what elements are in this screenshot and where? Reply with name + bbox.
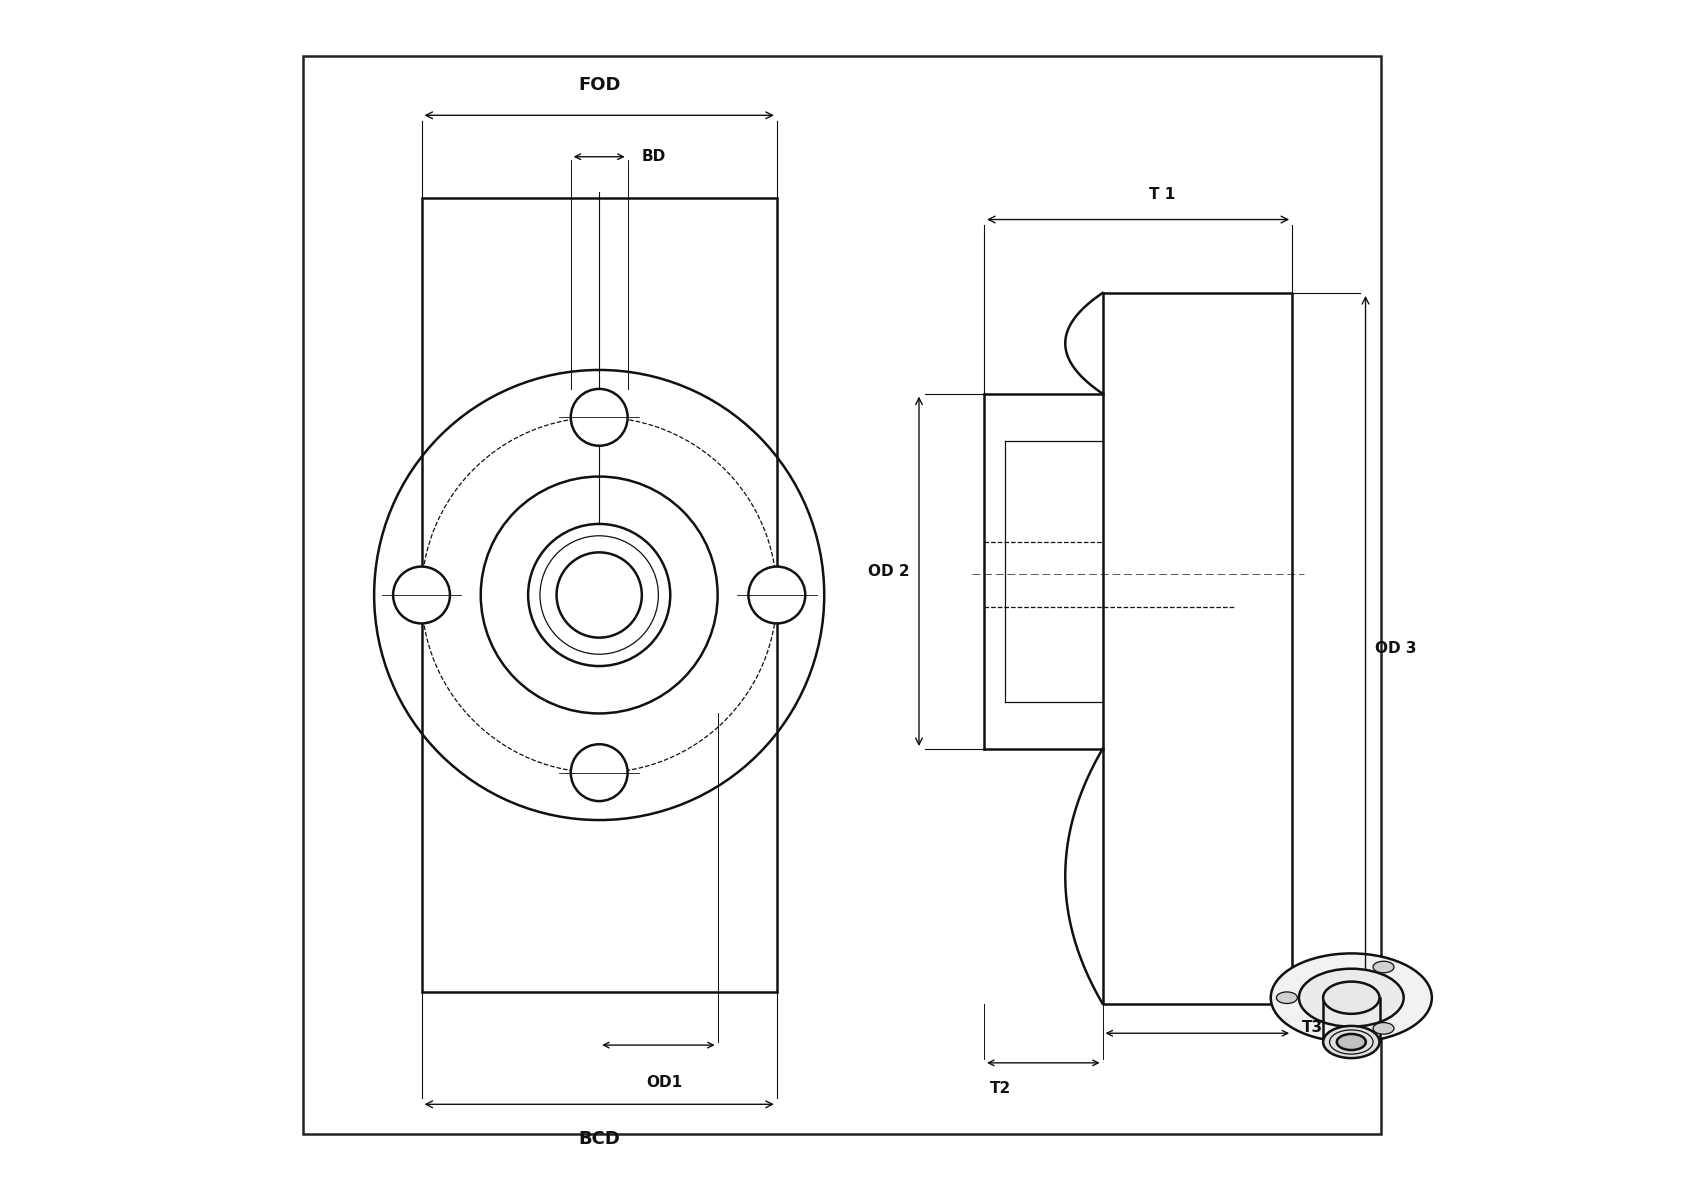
Ellipse shape (1372, 962, 1394, 972)
Text: T2: T2 (990, 1081, 1012, 1096)
Ellipse shape (1324, 1026, 1379, 1058)
Ellipse shape (1271, 953, 1431, 1042)
Circle shape (392, 566, 450, 624)
Circle shape (571, 389, 628, 446)
Text: T3: T3 (1302, 1020, 1322, 1035)
Ellipse shape (1372, 1022, 1394, 1034)
Text: T 1: T 1 (1148, 187, 1175, 202)
Circle shape (571, 744, 628, 801)
Bar (421, 199, 776, 991)
Text: OD 2: OD 2 (867, 564, 909, 578)
Ellipse shape (1276, 992, 1297, 1003)
Circle shape (748, 566, 805, 624)
Text: OD1: OD1 (647, 1075, 682, 1090)
Ellipse shape (1298, 969, 1404, 1027)
Text: FOD: FOD (578, 76, 620, 94)
Text: BD: BD (642, 149, 667, 164)
Text: OD 3: OD 3 (1376, 640, 1416, 656)
Text: BCD: BCD (578, 1130, 620, 1148)
Ellipse shape (1337, 1034, 1366, 1050)
Ellipse shape (1324, 982, 1379, 1014)
